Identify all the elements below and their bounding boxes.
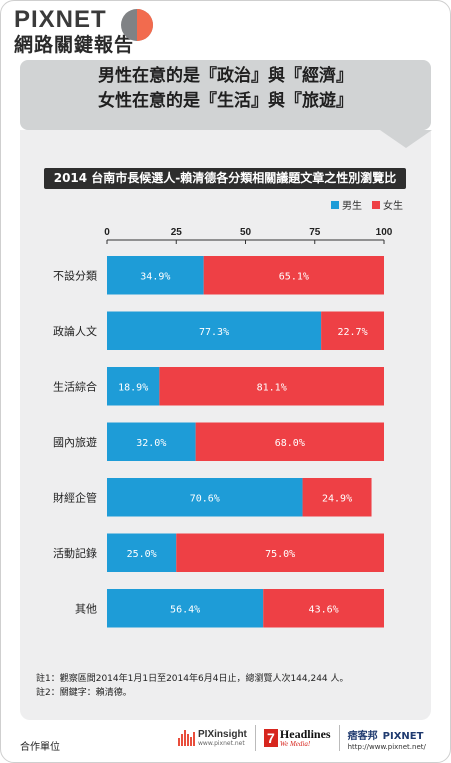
bar-label-male: 34.9%	[140, 271, 170, 282]
bar-label-female: 22.7%	[338, 327, 368, 338]
bar-label-male: 25.0%	[127, 549, 157, 560]
pixinsight-url: www.pixnet.net	[198, 739, 245, 747]
bar-label-male: 56.4%	[170, 604, 200, 615]
partner-divider	[338, 724, 340, 751]
headlines-logo: 7 Headlines We Media!	[263, 726, 331, 748]
legend-swatch-male	[331, 200, 339, 209]
x-tick-label: 75	[309, 227, 321, 238]
bar-female	[263, 589, 384, 628]
pixnet-cn-name: 痞客邦	[347, 731, 378, 742]
bar-label-female: 24.9%	[322, 493, 352, 504]
bar-label-male: 70.6%	[190, 493, 220, 504]
legend-swatch-female	[372, 200, 380, 209]
legend-label-female: 女生	[383, 201, 403, 212]
bar-label-male: 77.3%	[199, 327, 229, 338]
bar-male	[107, 367, 160, 406]
brand-subtitle: 網路關鍵報告	[14, 34, 135, 56]
headline-line-2: 女性在意的是『生活』與『旅遊』	[98, 91, 353, 111]
category-label: 不設分類	[53, 268, 97, 282]
brand-pie-icon	[121, 9, 153, 41]
category-label: 政論人文	[53, 324, 97, 338]
bar-male	[107, 589, 264, 628]
bar-female	[195, 422, 384, 461]
pixinsight-bars-icon	[178, 729, 195, 746]
bar-label-female: 65.1%	[279, 271, 309, 282]
bar-male	[107, 422, 196, 461]
bar-label-female: 68.0%	[275, 438, 305, 449]
category-label: 活動記錄	[53, 546, 97, 560]
pixnet-logo: 痞客邦 PIXNET http://www.pixnet.net/	[348, 724, 426, 751]
chart-title: 2014 台南市長候選人-賴清德各分類相關議題文章之性別瀏覽比	[44, 168, 406, 189]
bar-female	[203, 256, 384, 295]
pixinsight-logo: PIXinsight www.pixnet.net	[178, 729, 247, 747]
bar-male	[107, 311, 322, 350]
x-tick-label: 25	[171, 227, 183, 238]
headline-box	[20, 60, 431, 130]
chart-notes: 註1：觀察區間2014年1月1日至2014年6月4日止，總瀏覽人次144,244…	[36, 672, 349, 700]
chart-legend: 男生 女生	[331, 197, 403, 212]
brand-title: PIXNET	[14, 6, 107, 33]
legend-item-female: 女生	[372, 197, 403, 212]
note-2: 註2：關鍵字：賴清德。	[36, 688, 132, 698]
bar-female	[302, 478, 372, 517]
headline-line-1: 男性在意的是『政治』與『經濟』	[98, 66, 353, 86]
pixnet-name: PIXNET	[382, 731, 424, 742]
brand-header: PIXNET 網路關鍵報告	[14, 6, 135, 57]
category-label: 國內旅遊	[53, 435, 97, 449]
pixnet-url: http://www.pixnet.net/	[347, 743, 426, 751]
headlines-number: 7	[263, 728, 278, 747]
headlines-tagline: We Media!	[279, 739, 311, 748]
bar-label-female: 81.1%	[257, 382, 287, 393]
bar-label-female: 75.0%	[265, 549, 295, 560]
bar-male	[107, 533, 177, 572]
headline-notch	[380, 130, 432, 148]
category-label: 生活綜合	[53, 379, 97, 393]
bar-female	[321, 311, 384, 350]
headlines-name: Headlines	[279, 726, 331, 741]
partner-label: 合作單位	[20, 742, 60, 753]
bar-female	[176, 533, 384, 572]
partner-divider	[254, 724, 256, 751]
x-tick-label: 0	[104, 227, 110, 238]
headline: 男性在意的是『政治』與『經濟』 女性在意的是『生活』與『旅遊』	[20, 64, 431, 114]
pixinsight-name: PIXinsight	[198, 728, 247, 740]
category-label: 其他	[75, 602, 97, 615]
legend-item-male: 男生	[331, 197, 362, 212]
partner-logos: PIXinsight www.pixnet.net 7 Headlines We…	[178, 724, 426, 751]
bar-female	[159, 367, 384, 406]
bar-label-female: 43.6%	[309, 604, 339, 615]
bar-male	[107, 256, 204, 295]
note-1: 註1：觀察區間2014年1月1日至2014年6月4日止，總瀏覽人次144,244…	[36, 674, 349, 684]
bar-label-male: 18.9%	[118, 382, 148, 393]
x-tick-label: 50	[240, 227, 252, 238]
x-tick-label: 100	[376, 227, 393, 238]
legend-label-male: 男生	[342, 201, 362, 212]
bar-label-male: 32.0%	[136, 438, 166, 449]
bar-male	[107, 478, 303, 517]
category-label: 財經企管	[53, 490, 97, 504]
